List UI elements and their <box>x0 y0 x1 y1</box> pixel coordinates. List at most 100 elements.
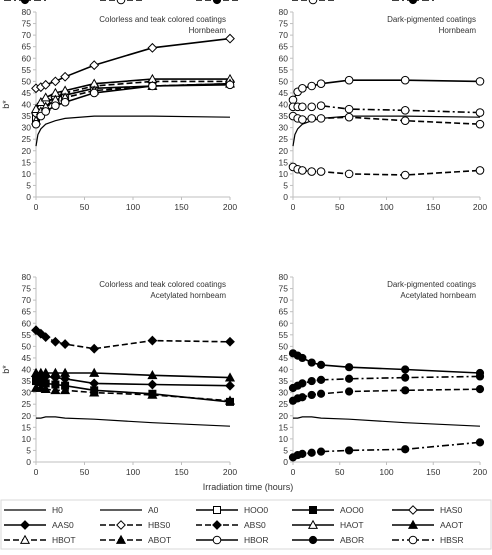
y-tick-label: 0 <box>283 192 288 202</box>
x-tick-label: 200 <box>473 467 487 477</box>
series-has0 <box>31 33 235 94</box>
legend-item-hbot: HBOT <box>4 534 76 545</box>
series-hasu <box>288 111 485 129</box>
legend-marker <box>212 520 222 530</box>
y-tick-label: 50 <box>279 76 289 86</box>
y-tick-label: 20 <box>22 146 32 156</box>
data-point <box>475 385 485 394</box>
y-tick-label: 70 <box>22 295 32 305</box>
data-point <box>298 353 307 363</box>
legend-label: ABS0 <box>244 520 266 530</box>
data-point <box>147 370 158 380</box>
y-tick-label: 35 <box>22 111 32 121</box>
y-tick-label: 20 <box>279 411 289 421</box>
data-point <box>40 92 51 102</box>
y-tick-label: 65 <box>279 42 289 52</box>
legend-label: HAOT <box>340 520 364 530</box>
y-tick-label: 80 <box>22 272 32 282</box>
legend-item-hbor: HBOR <box>196 535 269 545</box>
y-tick-label: 45 <box>22 353 32 363</box>
data-point <box>316 79 326 88</box>
legend-marker <box>212 0 222 5</box>
y-tick-label: 55 <box>279 65 289 75</box>
y-tick-label: 60 <box>279 53 289 63</box>
data-point <box>344 112 354 122</box>
y-tick-label: 15 <box>279 422 289 432</box>
data-point <box>400 116 410 125</box>
legend-item-aoo0: AOO0 <box>292 505 364 515</box>
x-tick-label: 0 <box>34 202 39 212</box>
y-tick-label: 65 <box>22 307 32 317</box>
y-tick-label: 50 <box>22 76 32 86</box>
y-tick-label: 35 <box>22 376 32 386</box>
data-point <box>89 387 100 397</box>
series-abor <box>288 349 485 378</box>
y-tick-label: 80 <box>22 7 32 17</box>
x-tick-label: 200 <box>223 467 237 477</box>
data-point <box>40 332 51 343</box>
y-tick-label: 75 <box>279 284 289 294</box>
data-point <box>35 328 46 339</box>
y-tick-label: 40 <box>279 365 289 375</box>
data-point <box>307 358 316 367</box>
series-line-abs0 <box>35 329 231 350</box>
legend-label: ABSR <box>52 0 75 2</box>
y-tick-label: 40 <box>22 100 32 110</box>
x-tick-label: 50 <box>80 467 90 477</box>
x-tick-label: 50 <box>335 467 345 477</box>
data-point <box>50 385 61 395</box>
y-tick-label: 25 <box>22 134 32 144</box>
x-tick-label: 100 <box>126 467 140 477</box>
y-tick-label: 55 <box>22 330 32 340</box>
data-point <box>345 363 354 372</box>
x-tick-label: 0 <box>291 202 296 212</box>
y-tick-label: 35 <box>279 376 289 386</box>
series-line-a0 <box>293 416 481 427</box>
legend-item-a0: A0 <box>100 505 159 515</box>
y-tick-label: 45 <box>22 88 32 98</box>
panel-title: Dark-pigmented coatings <box>387 15 476 24</box>
data-point <box>345 374 354 383</box>
legend-marker <box>307 519 319 529</box>
y-tick-label: 65 <box>279 307 289 317</box>
data-point <box>298 379 307 388</box>
legend-marker <box>213 506 221 514</box>
data-point <box>60 97 70 107</box>
data-point <box>147 379 158 390</box>
y-tick-label: 5 <box>283 445 288 455</box>
y-tick-label: 40 <box>279 100 289 110</box>
x-tick-label: 200 <box>473 202 487 212</box>
series-a0 <box>293 416 481 427</box>
data-point <box>30 103 42 113</box>
legend-marker <box>408 505 418 515</box>
data-point <box>147 42 158 53</box>
y-tick-label: 50 <box>279 341 289 351</box>
panel-subtitle: Acetylated hornbeam <box>400 291 476 300</box>
y-tick-label: 55 <box>279 330 289 340</box>
data-point <box>35 96 46 107</box>
data-point <box>225 33 235 44</box>
legend-marker <box>20 0 30 5</box>
data-point <box>344 75 354 85</box>
legend-item-hasu: HASU <box>100 0 172 5</box>
data-point <box>307 390 316 400</box>
y-tick-label: 0 <box>283 457 288 467</box>
y-tick-label: 70 <box>22 30 32 40</box>
y-tick-label: 0 <box>26 457 31 467</box>
legend-label: H0 <box>52 505 63 515</box>
data-point <box>475 372 485 381</box>
data-point <box>316 114 326 123</box>
data-point <box>225 336 235 347</box>
data-point <box>89 367 100 377</box>
x-axis-label: Irradiation time (hours) <box>203 482 294 492</box>
y-tick-label: 10 <box>279 169 289 179</box>
y-tick-label: 5 <box>26 445 31 455</box>
panel-title: Colorless and teak colored coatings <box>99 280 226 289</box>
data-point <box>475 166 485 175</box>
y-tick-label: 60 <box>22 53 32 63</box>
legend-marker <box>308 535 318 545</box>
data-point <box>40 383 51 394</box>
data-point <box>316 101 326 110</box>
legend-label: AOO0 <box>340 505 364 515</box>
